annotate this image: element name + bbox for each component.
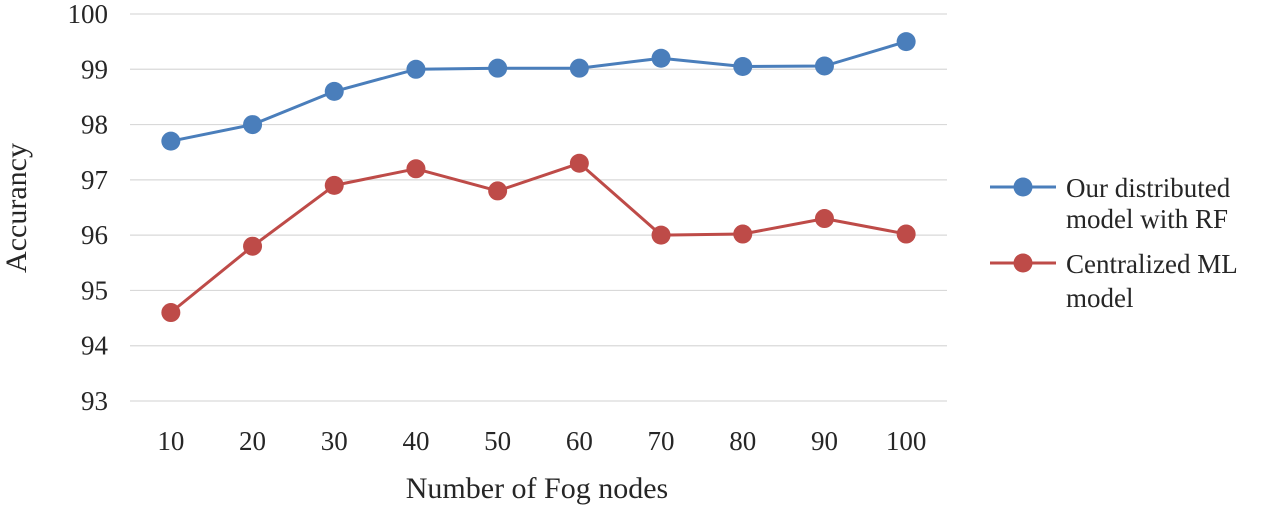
y-tick-label: 99 (81, 54, 108, 84)
y-tick-label: 94 (81, 331, 109, 361)
x-tick-label: 70 (648, 426, 675, 456)
legend-label: Our distributed (1066, 173, 1231, 203)
data-point (243, 115, 263, 135)
x-tick-label: 60 (566, 426, 593, 456)
data-point (651, 225, 671, 245)
data-point (406, 159, 426, 179)
x-tick-label: 30 (321, 426, 348, 456)
y-axis-title: Accurancy (0, 143, 33, 273)
series-line (170, 40, 907, 143)
legend-label: Centralized ML (1066, 249, 1238, 279)
x-tick-label: 80 (729, 426, 756, 456)
data-point (733, 224, 753, 244)
data-point (161, 131, 181, 151)
data-point (243, 236, 263, 256)
legend-label: model with RF (1066, 204, 1228, 234)
x-axis-title: Number of Fog nodes (406, 472, 668, 505)
data-point (406, 59, 426, 79)
y-tick-label: 98 (81, 110, 108, 140)
y-tick-label: 93 (81, 386, 108, 416)
x-tick-label: 90 (811, 426, 838, 456)
y-axis-ticks: 93 94 95 96 97 98 99 100 (68, 0, 109, 416)
data-point (896, 32, 916, 52)
y-tick-label: 100 (68, 0, 109, 29)
legend-marker (1013, 253, 1033, 273)
series-group (161, 32, 916, 323)
series-1 (161, 32, 916, 151)
series-2 (161, 153, 916, 323)
data-point (569, 58, 589, 78)
x-tick-label: 10 (157, 426, 184, 456)
y-tick-label: 96 (81, 220, 108, 250)
data-point (651, 48, 671, 68)
y-tick-label: 97 (81, 165, 108, 195)
x-tick-label: 50 (484, 426, 511, 456)
x-tick-label: 20 (239, 426, 266, 456)
legend-label: model (1066, 283, 1134, 313)
legend-marker (1013, 177, 1033, 197)
x-axis-ticks: 10 20 30 40 50 60 70 80 90 100 (157, 426, 926, 456)
series-line (169, 161, 907, 314)
data-point (814, 209, 834, 229)
data-point (324, 81, 344, 101)
x-tick-label: 40 (402, 426, 429, 456)
data-point (488, 181, 508, 201)
data-point (324, 175, 344, 195)
data-point (814, 56, 834, 76)
x-tick-label: 100 (886, 426, 927, 456)
data-point (569, 153, 589, 173)
y-tick-label: 95 (81, 275, 108, 305)
legend-item-2: Centralized ML model (990, 249, 1238, 313)
data-point (161, 303, 181, 323)
data-point (733, 57, 753, 77)
data-point (488, 58, 508, 78)
data-point (896, 224, 916, 244)
